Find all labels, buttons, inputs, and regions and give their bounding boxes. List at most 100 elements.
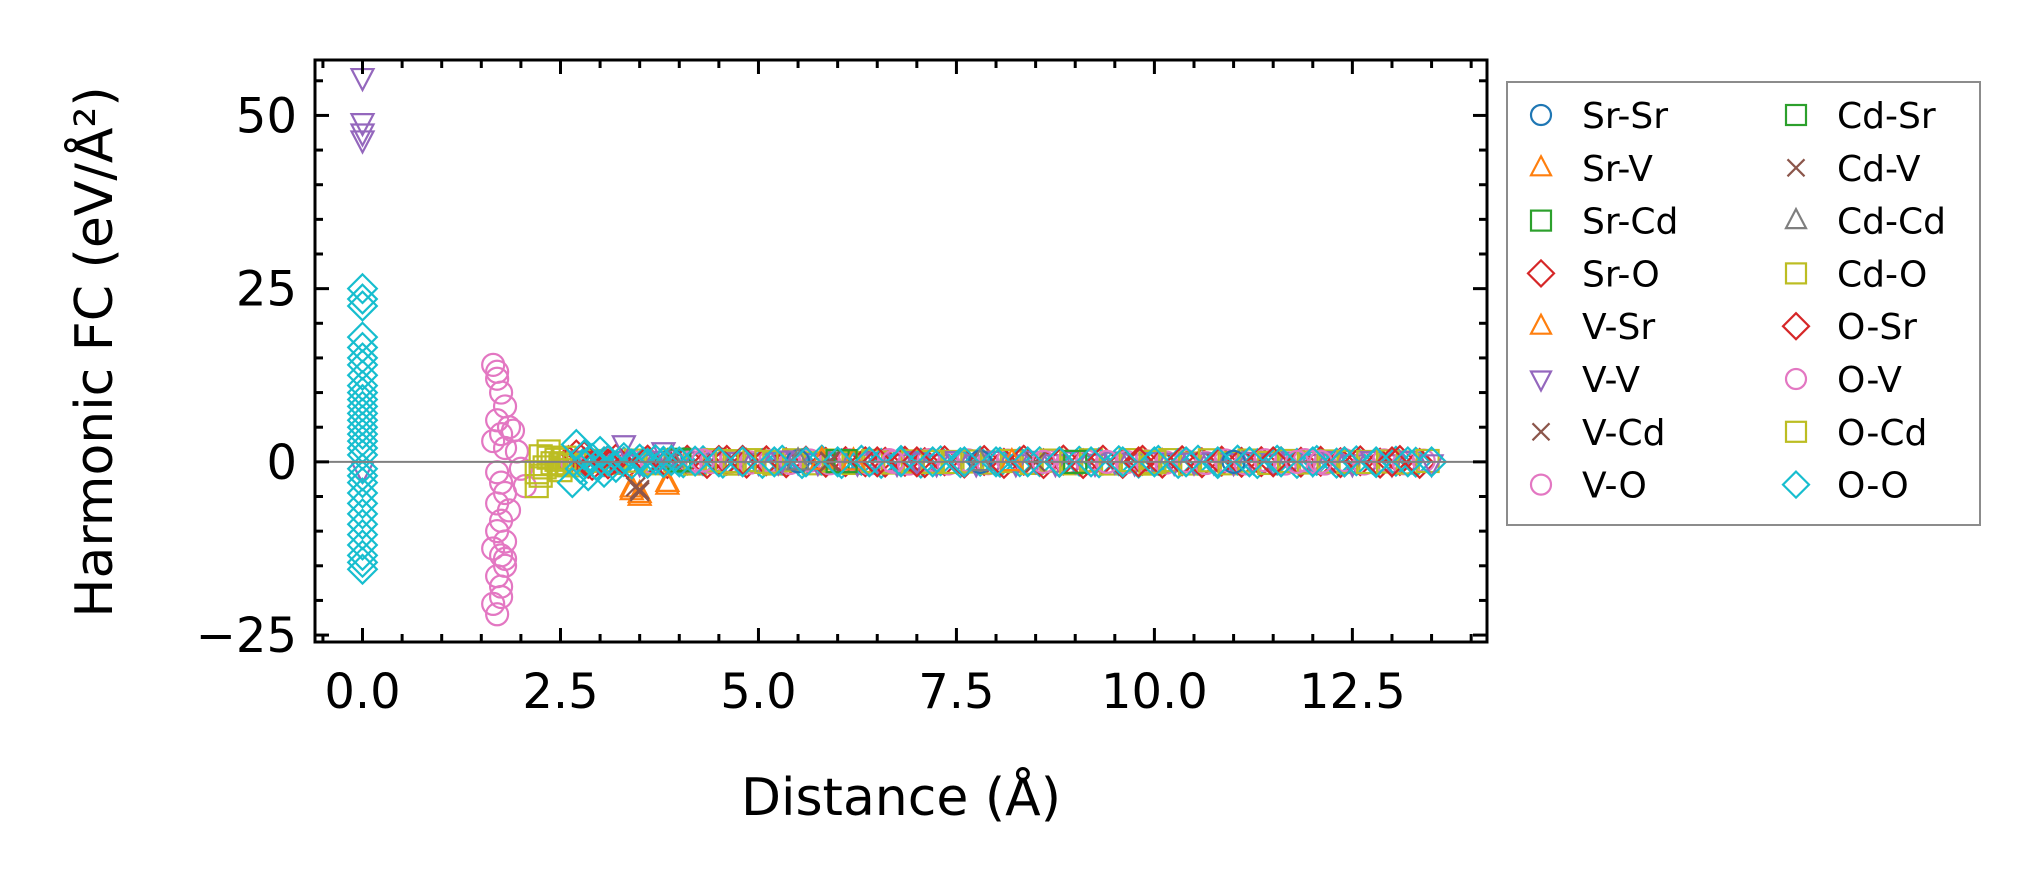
point-cd-v bbox=[629, 479, 650, 500]
point-o-o bbox=[916, 446, 949, 478]
point-o-o bbox=[1233, 446, 1266, 478]
point-v-sr bbox=[654, 467, 681, 492]
point-o-o bbox=[1138, 446, 1171, 478]
point-o-o bbox=[1391, 446, 1424, 478]
legend-entry-o-v: O-V bbox=[1784, 360, 1902, 401]
legend-marker-o-cd bbox=[1784, 420, 1808, 443]
legend-label: O-Cd bbox=[1837, 413, 1927, 454]
point-v-sr bbox=[626, 478, 653, 504]
legend-marker-cd-v bbox=[1786, 158, 1806, 178]
legend-entry-v-cd: V-Cd bbox=[1531, 413, 1666, 454]
point-o-o bbox=[1265, 446, 1297, 478]
point-o-o bbox=[623, 443, 656, 475]
band-point-o-o bbox=[1340, 444, 1373, 477]
point-o-o bbox=[346, 477, 379, 509]
point-o-o bbox=[726, 446, 759, 478]
x-tick-label: 2.5 bbox=[522, 664, 598, 720]
x-tick-label: 7.5 bbox=[918, 664, 994, 720]
band-point-sr-o bbox=[1106, 447, 1139, 480]
point-o-o bbox=[853, 446, 886, 478]
point-o-o bbox=[346, 539, 379, 572]
legend-label: Sr-O bbox=[1582, 254, 1660, 295]
band-point-v-v bbox=[1418, 454, 1445, 479]
x-tick-label: 0.0 bbox=[324, 664, 400, 720]
legend-label: V-V bbox=[1582, 360, 1640, 401]
point-o-v bbox=[488, 584, 514, 610]
point-v-v bbox=[349, 123, 376, 148]
legend-label: Cd-Sr bbox=[1837, 96, 1936, 137]
y-axis-label: Harmonic FC (eV/Å²) bbox=[63, 86, 125, 617]
legend-entry-sr-v: Sr-V bbox=[1529, 149, 1653, 190]
legend-label: O-O bbox=[1837, 466, 1909, 507]
legend-entry-sr-o: Sr-O bbox=[1526, 254, 1660, 295]
point-o-o bbox=[346, 529, 379, 561]
point-v-o bbox=[508, 456, 533, 481]
point-o-o bbox=[346, 497, 379, 530]
legend-entry-v-v: V-V bbox=[1529, 360, 1640, 401]
x-tick-label: 10.0 bbox=[1101, 664, 1208, 720]
legend-label: Cd-O bbox=[1837, 254, 1927, 295]
point-sr-o bbox=[1257, 446, 1290, 478]
point-v-v bbox=[611, 435, 637, 460]
point-v-o bbox=[488, 422, 514, 447]
legend-entry-cd-o: Cd-O bbox=[1784, 254, 1927, 295]
band-point-sr-o bbox=[988, 447, 1020, 480]
point-o-o bbox=[980, 446, 1012, 478]
band-point-sr-o bbox=[1205, 445, 1238, 478]
band-point-o-o bbox=[1241, 447, 1274, 480]
point-o-o bbox=[885, 446, 917, 478]
x-tick-label: 5.0 bbox=[720, 664, 796, 720]
legend-marker-o-v bbox=[1784, 367, 1808, 391]
point-v-o bbox=[481, 591, 506, 616]
legend-entry-cd-v: Cd-V bbox=[1786, 149, 1921, 190]
legend-entry-o-cd: O-Cd bbox=[1784, 413, 1927, 454]
point-o-sr bbox=[900, 446, 933, 478]
legend-entry-o-sr: O-Sr bbox=[1781, 307, 1917, 348]
legend-marker-sr-cd bbox=[1529, 209, 1553, 232]
band-point-o-o bbox=[1399, 446, 1432, 479]
point-o-o bbox=[346, 553, 379, 586]
point-o-sr bbox=[592, 448, 624, 480]
point-o-o bbox=[346, 546, 379, 579]
legend-entry-o-o: O-O bbox=[1781, 466, 1909, 507]
point-o-v bbox=[492, 546, 518, 571]
plot-frame bbox=[313, 58, 1489, 644]
band-point-o-v bbox=[1253, 448, 1278, 473]
legend-label: Cd-V bbox=[1837, 149, 1921, 190]
point-o-o bbox=[655, 444, 688, 477]
legend-marker-cd-cd bbox=[1784, 206, 1808, 230]
x-axis-label: Distance (Å) bbox=[741, 766, 1061, 828]
band-point-o-o bbox=[924, 444, 957, 477]
legend-label: Cd-Cd bbox=[1837, 202, 1946, 243]
point-o-o bbox=[639, 443, 672, 476]
point-o-o bbox=[1415, 446, 1448, 478]
point-o-o bbox=[346, 418, 379, 450]
point-o-o bbox=[346, 272, 379, 305]
point-o-o bbox=[588, 456, 620, 489]
point-v-o bbox=[481, 428, 506, 454]
point-o-o bbox=[647, 446, 680, 479]
band-point-o-o bbox=[1320, 447, 1353, 479]
point-o-o bbox=[607, 441, 640, 474]
point-o-o bbox=[346, 359, 379, 392]
legend-entry-v-o: V-O bbox=[1529, 466, 1647, 507]
band-point-o-o bbox=[845, 444, 878, 477]
legend-marker-v-o bbox=[1529, 473, 1553, 496]
point-o-o bbox=[346, 283, 379, 315]
point-o-o bbox=[346, 290, 379, 322]
point-o-v bbox=[485, 366, 510, 391]
y-tick-label: 0 bbox=[266, 435, 297, 491]
band-point-o-o bbox=[1261, 444, 1294, 477]
legend-entry-cd-sr: Cd-Sr bbox=[1784, 96, 1936, 137]
y-tick-label: 50 bbox=[236, 88, 297, 144]
point-cd-cd bbox=[967, 446, 994, 472]
point-o-o bbox=[1106, 446, 1139, 478]
band-point-sr-o bbox=[1364, 447, 1396, 479]
band-point-sr-o bbox=[1067, 447, 1099, 480]
band-point-o-o bbox=[1221, 444, 1254, 476]
point-o-o bbox=[1201, 446, 1234, 478]
legend-label: O-V bbox=[1837, 360, 1902, 401]
legend-label: Sr-V bbox=[1582, 149, 1653, 190]
